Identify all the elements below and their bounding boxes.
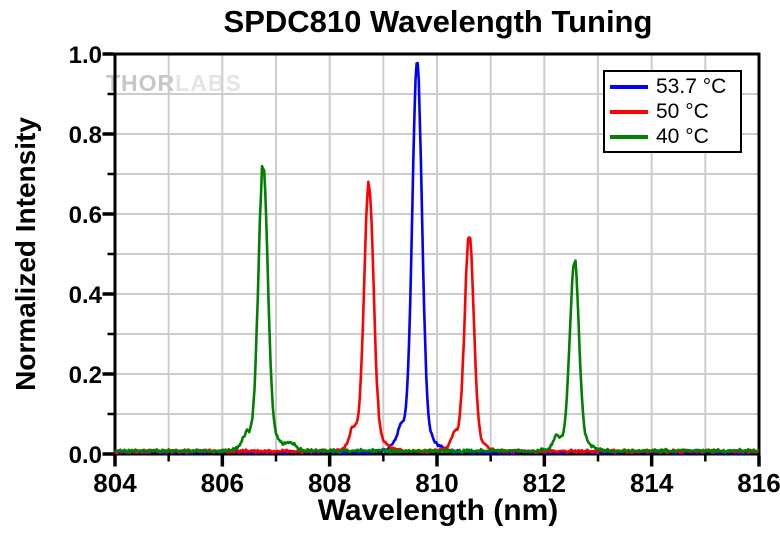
chart-title: SPDC810 Wavelength Tuning [223,4,653,39]
x-tick-label: 808 [308,468,351,498]
x-tick-label: 810 [415,468,458,498]
plot-frame [113,52,761,456]
legend-box: 53.7 °C 50 °C 40 °C [603,70,742,153]
legend-item: 40 °C [605,125,740,149]
y-tick-label: 0.6 [69,202,102,229]
x-tick-label: 814 [630,468,674,498]
thorlabs-watermark-labs: LABS [175,70,242,96]
legend-item: 50 °C [605,100,740,124]
x-tick-label: 816 [737,468,780,498]
axis-tick-labels: 804 806 808 810 812 814 816 0.0 0.2 0.4 0.6 0.8 1.0 [69,42,780,498]
legend-line-sample [610,134,648,139]
legend-label: 53.7 °C [656,74,727,98]
legend-label: 40 °C [656,124,709,148]
thorlabs-watermark: THORLABS [106,70,242,97]
legend-label: 50 °C [656,99,709,123]
x-tick-label: 804 [93,468,137,498]
axis-ticks [102,52,761,467]
legend-line-sample [610,109,648,114]
legend-line-sample [610,84,648,89]
x-axis-label: Wavelength (nm) [317,494,559,527]
y-tick-label: 0.2 [69,362,102,389]
x-tick-label: 812 [523,468,566,498]
traces [114,61,760,455]
x-tick-label: 806 [201,468,244,498]
thorlabs-watermark-thor: THOR [106,70,176,96]
trace-40c [114,164,760,454]
y-tick-label: 0.8 [69,122,102,149]
y-tick-label: 0.0 [69,442,102,469]
legend-item: 53.7 °C [605,75,740,99]
y-tick-label: 0.4 [69,282,103,309]
y-tick-label: 1.0 [69,42,102,69]
